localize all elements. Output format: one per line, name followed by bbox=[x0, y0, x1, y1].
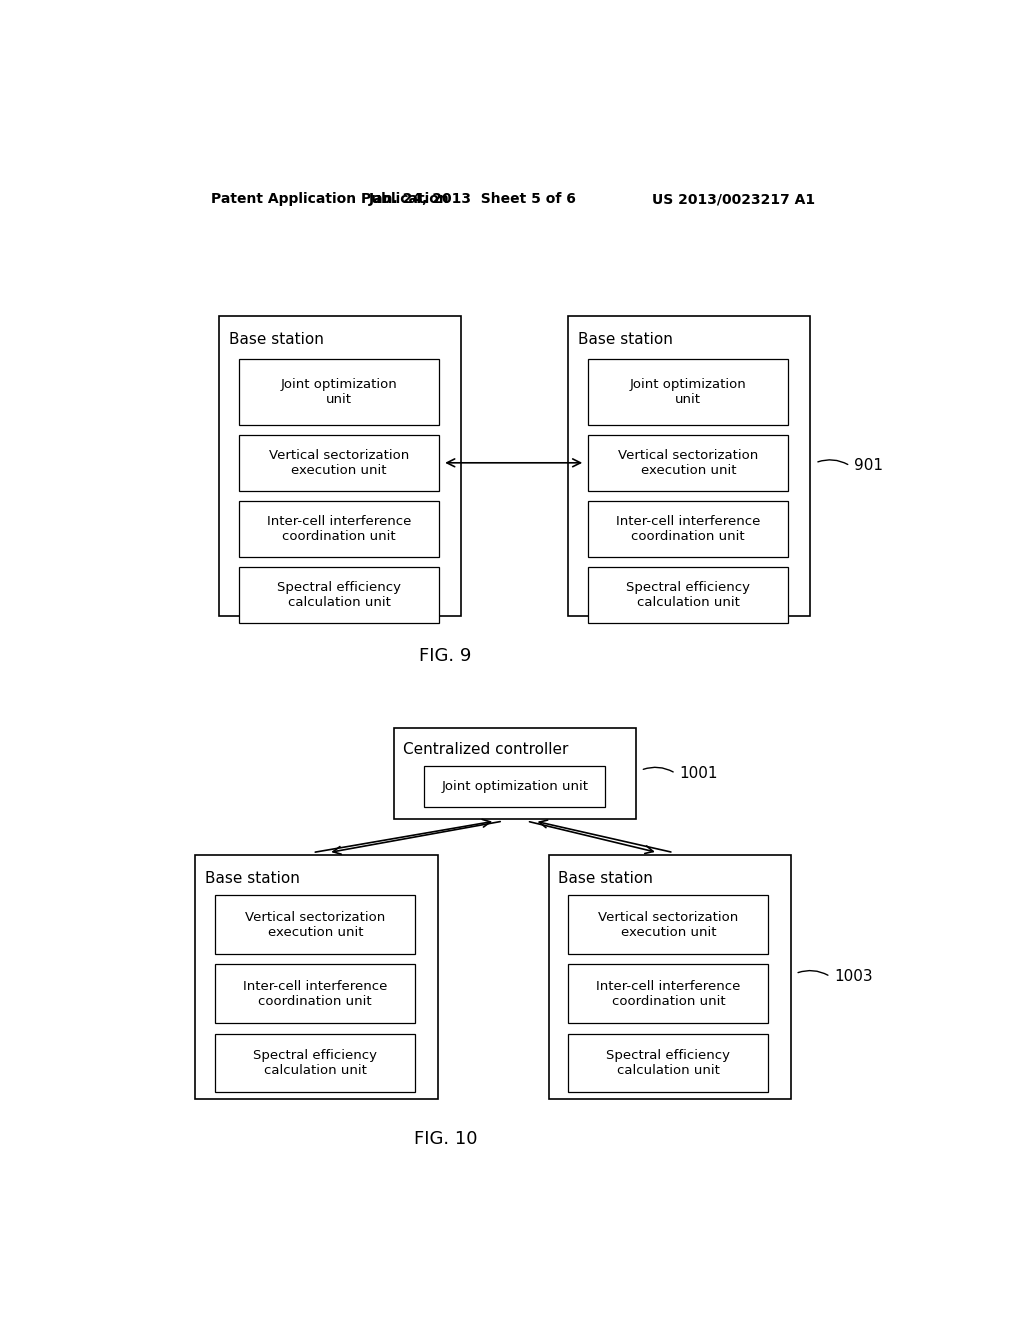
FancyBboxPatch shape bbox=[215, 895, 416, 954]
Text: FIG. 10: FIG. 10 bbox=[414, 1130, 477, 1148]
FancyBboxPatch shape bbox=[588, 359, 788, 425]
FancyBboxPatch shape bbox=[240, 500, 439, 557]
Text: Inter-cell interference
coordination unit: Inter-cell interference coordination uni… bbox=[267, 515, 412, 543]
Text: Base station: Base station bbox=[578, 333, 673, 347]
FancyBboxPatch shape bbox=[215, 965, 416, 1023]
Text: Joint optimization
unit: Joint optimization unit bbox=[281, 378, 397, 405]
Text: Joint optimization unit: Joint optimization unit bbox=[441, 780, 589, 793]
Text: Base station: Base station bbox=[205, 871, 300, 886]
Text: Base station: Base station bbox=[558, 871, 653, 886]
Text: US 2013/0023217 A1: US 2013/0023217 A1 bbox=[652, 191, 815, 206]
FancyBboxPatch shape bbox=[196, 854, 437, 1098]
FancyBboxPatch shape bbox=[240, 568, 439, 623]
Text: Spectral efficiency
calculation unit: Spectral efficiency calculation unit bbox=[627, 581, 751, 609]
Text: Centralized controller: Centralized controller bbox=[403, 742, 568, 756]
FancyBboxPatch shape bbox=[219, 315, 461, 615]
Text: 901: 901 bbox=[854, 458, 883, 474]
Text: Joint optimization
unit: Joint optimization unit bbox=[630, 378, 746, 405]
Text: Spectral efficiency
calculation unit: Spectral efficiency calculation unit bbox=[253, 1049, 377, 1077]
FancyBboxPatch shape bbox=[424, 766, 605, 807]
FancyBboxPatch shape bbox=[568, 315, 811, 615]
Text: Base station: Base station bbox=[228, 333, 324, 347]
FancyBboxPatch shape bbox=[588, 568, 788, 623]
Text: 1003: 1003 bbox=[835, 969, 872, 985]
FancyBboxPatch shape bbox=[588, 500, 788, 557]
Text: Vertical sectorization
execution unit: Vertical sectorization execution unit bbox=[618, 449, 759, 477]
FancyBboxPatch shape bbox=[568, 1034, 768, 1093]
FancyBboxPatch shape bbox=[568, 895, 768, 954]
Text: Inter-cell interference
coordination unit: Inter-cell interference coordination uni… bbox=[243, 979, 387, 1008]
Text: FIG. 9: FIG. 9 bbox=[419, 647, 472, 665]
Text: Vertical sectorization
execution unit: Vertical sectorization execution unit bbox=[269, 449, 410, 477]
FancyBboxPatch shape bbox=[568, 965, 768, 1023]
FancyBboxPatch shape bbox=[240, 359, 439, 425]
Text: Inter-cell interference
coordination unit: Inter-cell interference coordination uni… bbox=[596, 979, 740, 1008]
FancyBboxPatch shape bbox=[215, 1034, 416, 1093]
FancyBboxPatch shape bbox=[588, 434, 788, 491]
Text: 1001: 1001 bbox=[680, 766, 718, 781]
Text: Jan. 24, 2013  Sheet 5 of 6: Jan. 24, 2013 Sheet 5 of 6 bbox=[370, 191, 578, 206]
FancyBboxPatch shape bbox=[240, 434, 439, 491]
Text: Spectral efficiency
calculation unit: Spectral efficiency calculation unit bbox=[278, 581, 401, 609]
Text: Vertical sectorization
execution unit: Vertical sectorization execution unit bbox=[598, 911, 738, 939]
FancyBboxPatch shape bbox=[549, 854, 791, 1098]
FancyBboxPatch shape bbox=[394, 727, 636, 818]
Text: Inter-cell interference
coordination unit: Inter-cell interference coordination uni… bbox=[616, 515, 761, 543]
Text: Spectral efficiency
calculation unit: Spectral efficiency calculation unit bbox=[606, 1049, 730, 1077]
Text: Patent Application Publication: Patent Application Publication bbox=[211, 191, 450, 206]
Text: Vertical sectorization
execution unit: Vertical sectorization execution unit bbox=[245, 911, 385, 939]
